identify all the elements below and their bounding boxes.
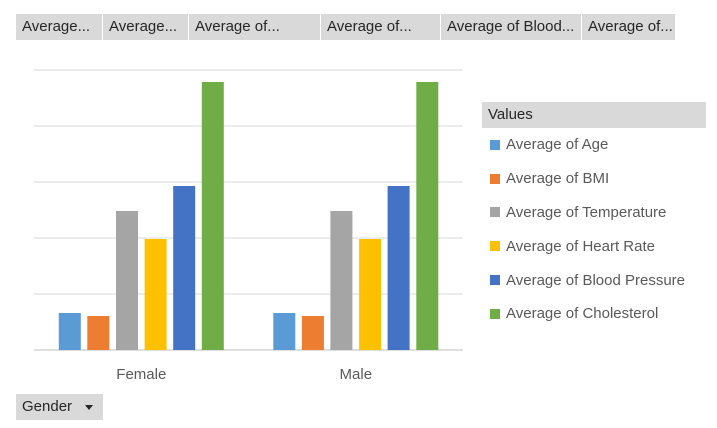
bar-male-series-3[interactable] <box>359 239 382 350</box>
legend-label: Average of Blood Pressure <box>506 271 685 289</box>
legend-label: Average of Age <box>506 136 609 154</box>
legend-label: Average of Cholesterol <box>506 305 659 323</box>
bar-male-series-1[interactable] <box>301 316 324 350</box>
legend-item-2[interactable]: Average of Temperature <box>482 196 706 230</box>
legend-swatch <box>490 308 500 319</box>
pivot-field-buttons: Average... Average... Average of... Aver… <box>16 14 676 40</box>
gender-axis-field-button[interactable]: Gender <box>16 394 103 420</box>
x-tick-label-male: Male <box>340 366 373 383</box>
bar-female-series-4[interactable] <box>173 186 196 350</box>
field-button-bmi[interactable]: Average... <box>103 14 189 40</box>
bar-male-series-0[interactable] <box>273 313 296 350</box>
dropdown-arrow-icon <box>85 405 93 410</box>
bar-male-series-4[interactable] <box>387 186 410 350</box>
bar-female-series-2[interactable] <box>116 211 138 350</box>
x-tick-label-female: Female <box>116 366 166 383</box>
field-button-heart-rate[interactable]: Average of... <box>321 14 441 40</box>
legend-label: Average of Heart Rate <box>506 237 655 255</box>
field-button-cholesterol[interactable]: Average of... <box>582 14 676 40</box>
bar-male-series-5[interactable] <box>416 82 439 350</box>
bar-female-series-0[interactable] <box>58 313 81 350</box>
legend-swatch <box>490 139 500 150</box>
legend-swatch <box>490 241 500 252</box>
legend-item-5[interactable]: Average of Cholesterol <box>482 297 706 331</box>
legend-swatch <box>490 207 500 218</box>
field-button-temperature[interactable]: Average of... <box>189 14 321 40</box>
legend-label: Average of BMI <box>506 170 610 188</box>
chart-legend: Values Average of Age Average of BMI Avera… <box>482 102 706 331</box>
legend-swatch <box>490 173 500 184</box>
legend-item-1[interactable]: Average of BMI <box>482 162 706 196</box>
bar-female-series-1[interactable] <box>87 316 110 350</box>
legend-item-4[interactable]: Average of Blood Pressure <box>482 263 706 297</box>
bar-female-series-5[interactable] <box>201 82 224 350</box>
legend-swatch <box>490 275 500 286</box>
bar-female-series-3[interactable] <box>144 239 167 350</box>
legend-item-0[interactable]: Average of Age <box>482 128 706 162</box>
field-button-age[interactable]: Average... <box>16 14 103 40</box>
legend-label: Average of Temperature <box>506 203 667 221</box>
legend-header[interactable]: Values <box>482 102 706 128</box>
bar-male-series-2[interactable] <box>330 211 353 350</box>
gender-axis-field-label: Gender <box>22 398 73 415</box>
legend-item-3[interactable]: Average of Heart Rate <box>482 229 706 263</box>
field-button-blood-pressure[interactable]: Average of Blood... <box>441 14 582 40</box>
